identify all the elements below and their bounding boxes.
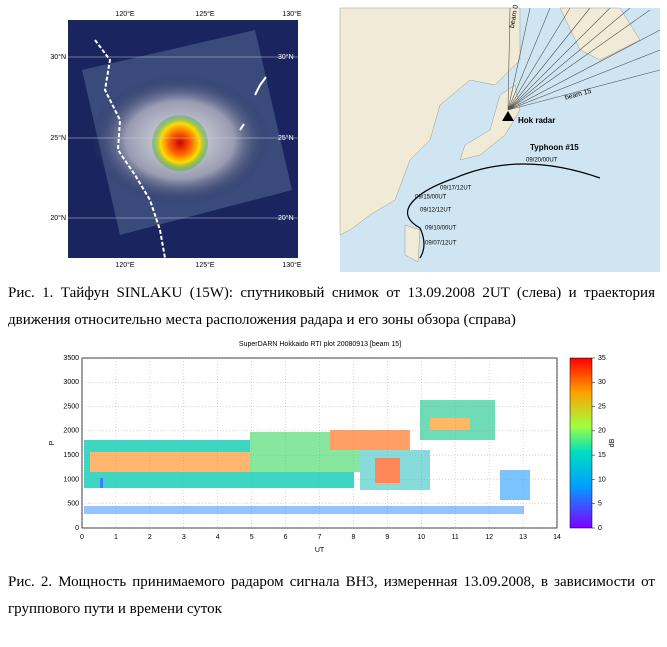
y-tick-label: 3000 (63, 379, 79, 386)
radar-beams (507, 7, 661, 111)
lat-label: 30°N (278, 53, 294, 61)
y-tick-label: 2000 (63, 428, 79, 435)
x-tick-label: 7 (318, 534, 322, 541)
chart-title: SuperDARN Hokkaido RTI plot 20080913 [be… (239, 341, 401, 348)
coastline (94, 39, 166, 259)
map-kamchatka (559, 7, 641, 61)
y-tick-label: 3500 (63, 355, 79, 362)
lat-label: 25°N (278, 134, 294, 142)
track-date: 09/15/00UT (415, 195, 447, 201)
lon-label: 130°E (282, 261, 301, 269)
lat-label: 30°N (50, 53, 66, 61)
lat-label: 20°N (278, 214, 294, 222)
y-tick-label: 1000 (63, 476, 79, 483)
rti-echoes (84, 400, 530, 514)
x-tick-label: 11 (452, 534, 459, 541)
x-tick-label: 2 (148, 534, 152, 541)
track-date: 09/12/12UT (420, 208, 452, 214)
lon-label: 130°E (282, 10, 301, 18)
lat-label: 20°N (50, 214, 66, 222)
x-tick-label: 6 (284, 534, 288, 541)
colorbar-tick-label: 35 (598, 355, 606, 362)
y-axis-label: P (49, 440, 56, 445)
x-tick-label: 1 (114, 534, 118, 541)
x-tick-label: 9 (385, 534, 389, 541)
lon-label: 125°E (195, 10, 214, 18)
x-axis-label: UT (315, 547, 325, 554)
typhoon-core (152, 115, 208, 171)
x-tick-label: 3 (182, 534, 186, 541)
typhoon-track (407, 163, 601, 259)
colorbar-label: dB (609, 438, 616, 447)
typhoon-label: Typhoon #15 (530, 143, 579, 152)
y-tick-label: 2500 (63, 403, 79, 410)
x-tick-label: 5 (250, 534, 254, 541)
track-date: 09/17/12UT (440, 186, 472, 192)
colorbar-tick-label: 10 (598, 476, 606, 483)
lon-label: 120°E (115, 261, 134, 269)
lon-label: 125°E (195, 261, 214, 269)
lat-label: 25°N (50, 134, 66, 142)
x-tick-label: 10 (417, 534, 425, 541)
lon-label: 120°E (115, 10, 134, 18)
x-tick-label: 12 (485, 534, 493, 541)
beam-label: beam 0 (509, 4, 520, 28)
y-tick-label: 1500 (63, 452, 79, 459)
y-tick-label: 0 (75, 525, 79, 532)
radar-marker (502, 111, 514, 121)
colorbar-tick-label: 30 (598, 379, 606, 386)
colorbar-tick-label: 5 (598, 501, 602, 508)
caption: Рис. 1. Тайфун SINLAKU (15W): спутниковы… (8, 285, 655, 328)
x-tick-label: 0 (80, 534, 84, 541)
colorbar-tick-label: 15 (598, 452, 606, 459)
map-mainland (339, 7, 521, 236)
y-tick-label: 500 (67, 501, 79, 508)
track-date: 09/20/00UT (526, 158, 558, 164)
map-philippines (404, 224, 421, 263)
x-tick-label: 4 (216, 534, 220, 541)
x-tick-label: 8 (351, 534, 355, 541)
colorbar-tick-label: 20 (598, 428, 606, 435)
x-tick-label: 13 (519, 534, 527, 541)
caption: Рис. 2. Мощность принимаемого радаром си… (8, 574, 655, 617)
radar-label: Hok radar (518, 116, 555, 125)
islands (239, 76, 267, 131)
map-japan (459, 84, 521, 161)
colorbar-tick-label: 25 (598, 403, 606, 410)
colorbar (569, 357, 593, 529)
x-tick-label: 14 (553, 534, 561, 541)
colorbar-tick-label: 0 (598, 525, 602, 532)
track-date: 09/07/12UT (425, 241, 457, 247)
track-date: 09/10/00UT (425, 226, 457, 232)
